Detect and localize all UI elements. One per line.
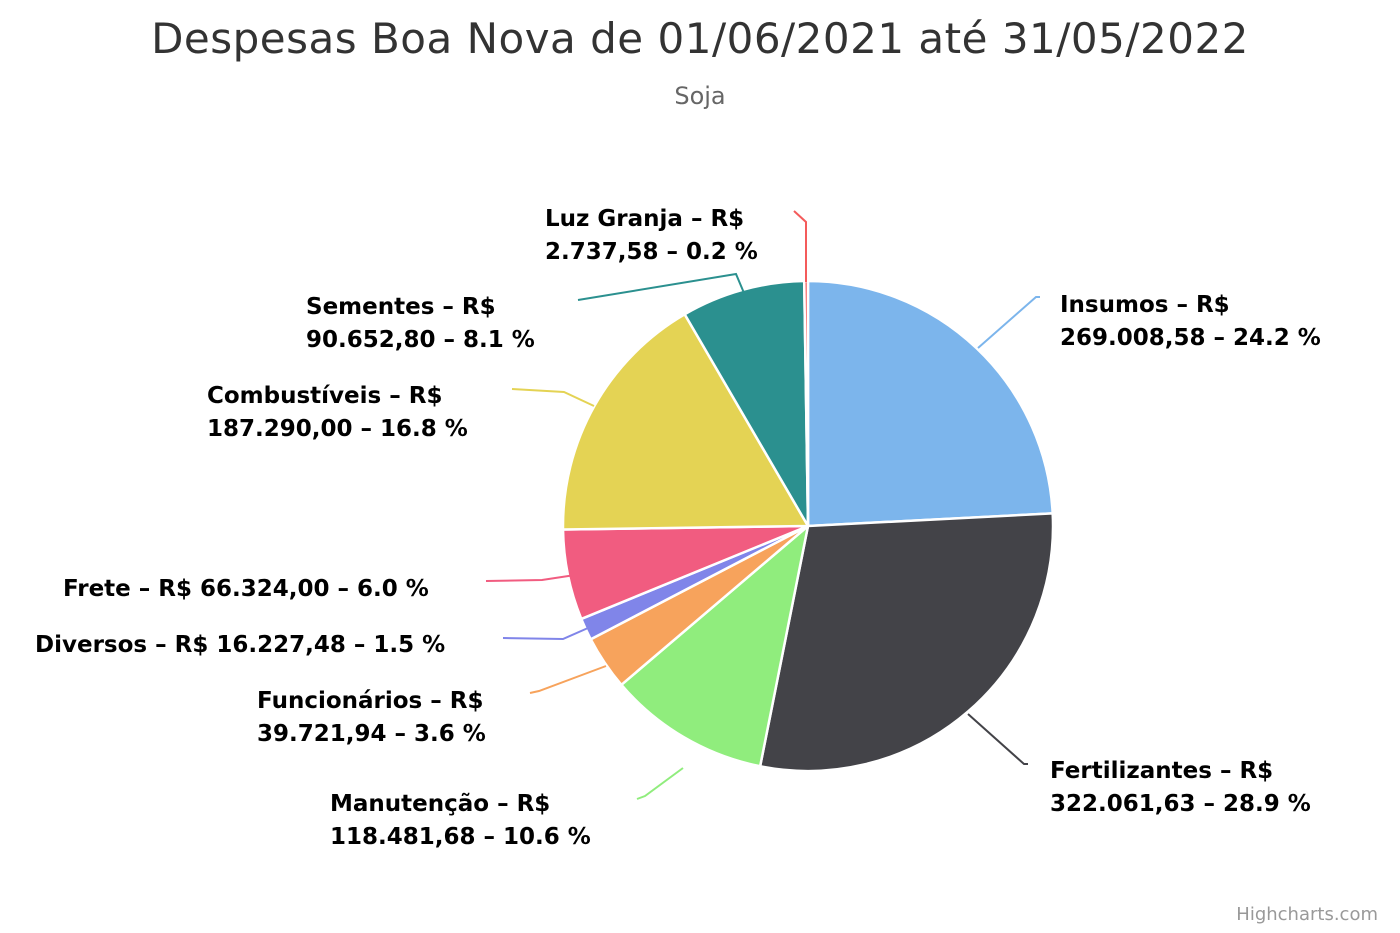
data-label-line: Sementes – R$	[306, 294, 496, 320]
data-label-3: Funcionários – R$ 39.721,94 – 3.6 %	[257, 688, 486, 747]
data-label-line: Diversos – R$ 16.227,48 – 1.5 %	[35, 632, 445, 658]
connector-line-8	[793, 210, 807, 282]
data-label-line: Insumos – R$	[1060, 292, 1230, 318]
connector-lines	[485, 210, 1040, 800]
data-label-line: Frete – R$ 66.324,00 – 6.0 %	[63, 576, 429, 602]
data-label-line: 2.737,58 – 0.2 %	[545, 239, 758, 265]
chart-title: Despesas Boa Nova de 01/06/2021 até 31/0…	[151, 14, 1249, 63]
data-label-line: Fertilizantes – R$	[1050, 758, 1273, 784]
data-label-line: 187.290,00 – 16.8 %	[207, 416, 468, 442]
data-label-4: Diversos – R$ 16.227,48 – 1.5 %	[35, 632, 445, 658]
data-label-line: Manutenção – R$	[330, 791, 550, 817]
connector-line-2	[636, 767, 684, 800]
connector-line-1	[967, 713, 1028, 765]
pie-slice-6[interactable]	[561, 313, 810, 531]
data-label-line: Luz Granja – R$	[545, 206, 744, 232]
data-label-line: Funcionários – R$	[257, 688, 483, 714]
data-label-line: 269.008,58 – 24.2 %	[1060, 325, 1321, 351]
connector-line-7	[577, 272, 745, 301]
data-label-6: Combustíveis – R$ 187.290,00 – 16.8 %	[207, 383, 468, 442]
data-label-8: Luz Granja – R$ 2.737,58 – 0.2 %	[545, 206, 758, 265]
connector-line-4	[502, 627, 589, 641]
data-label-0: Insumos – R$ 269.008,58 – 24.2 %	[1060, 292, 1321, 351]
chart-subtitle: Soja	[674, 82, 726, 110]
data-label-7: Sementes – R$ 90.652,80 – 8.1 %	[306, 294, 535, 353]
connector-line-5	[485, 574, 576, 582]
data-label-line: 322.061,63 – 28.9 %	[1050, 791, 1311, 817]
connector-line-6	[511, 388, 595, 407]
data-label-line: 39.721,94 – 3.6 %	[257, 721, 486, 747]
data-label-line: 90.652,80 – 8.1 %	[306, 327, 535, 353]
pie-slice-1[interactable]	[758, 512, 1055, 773]
pie-slices	[561, 279, 1055, 773]
data-label-2: Manutenção – R$ 118.481,68 – 10.6 %	[330, 791, 591, 850]
data-label-line: Combustíveis – R$	[207, 383, 442, 409]
pie-slice-2[interactable]	[620, 524, 810, 768]
data-label-5: Frete – R$ 66.324,00 – 6.0 %	[63, 576, 429, 602]
data-label-1: Fertilizantes – R$ 322.061,63 – 28.9 %	[1050, 758, 1311, 817]
connector-line-0	[977, 296, 1040, 349]
connector-line-3	[529, 665, 607, 694]
pie-slice-0[interactable]	[806, 279, 1054, 528]
credits-link[interactable]: Highcharts.com	[1236, 904, 1378, 925]
data-labels: Insumos – R$ 269.008,58 – 24.2 % Fertiliza…	[35, 206, 1321, 850]
data-label-line: 118.481,68 – 10.6 %	[330, 824, 591, 850]
